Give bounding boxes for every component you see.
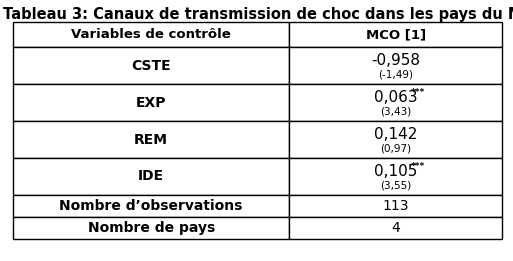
- Text: Nombre de pays: Nombre de pays: [88, 221, 215, 235]
- Text: IDE: IDE: [138, 169, 164, 183]
- Text: CSTE: CSTE: [131, 58, 171, 73]
- Text: (3,55): (3,55): [380, 181, 411, 191]
- Text: REM: REM: [134, 133, 168, 146]
- Text: MCO [1]: MCO [1]: [366, 28, 426, 41]
- Text: 113: 113: [382, 199, 409, 213]
- Text: EXP: EXP: [136, 96, 166, 110]
- Text: Variables de contrôle: Variables de contrôle: [71, 28, 231, 41]
- Text: 0,142: 0,142: [374, 127, 418, 142]
- Text: 0,063: 0,063: [374, 90, 418, 105]
- Text: (-1,49): (-1,49): [378, 69, 413, 80]
- Text: 4: 4: [391, 221, 400, 235]
- Text: ***: ***: [410, 162, 425, 171]
- Text: (3,43): (3,43): [380, 106, 411, 116]
- Text: ***: ***: [410, 88, 425, 97]
- Text: -0,958: -0,958: [371, 53, 420, 68]
- Text: Nombre d’observations: Nombre d’observations: [60, 199, 243, 213]
- Text: (0,97): (0,97): [380, 144, 411, 153]
- Text: Tableau 3: Canaux de transmission de choc dans les pays du Maghreb: Tableau 3: Canaux de transmission de cho…: [3, 7, 513, 21]
- Text: 0,105: 0,105: [374, 164, 418, 179]
